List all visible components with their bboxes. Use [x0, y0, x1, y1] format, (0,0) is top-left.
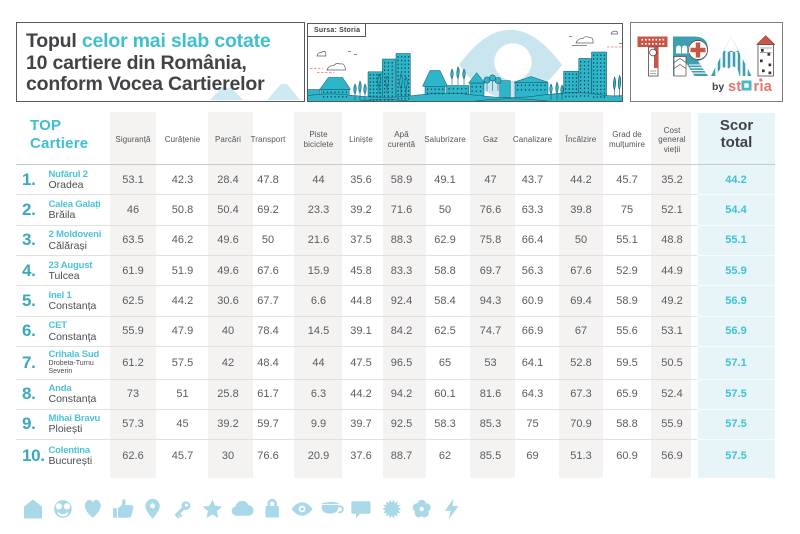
svg-text:ria: ria	[754, 79, 773, 95]
svg-text:st: st	[728, 79, 742, 95]
svg-text:by: by	[712, 81, 724, 93]
